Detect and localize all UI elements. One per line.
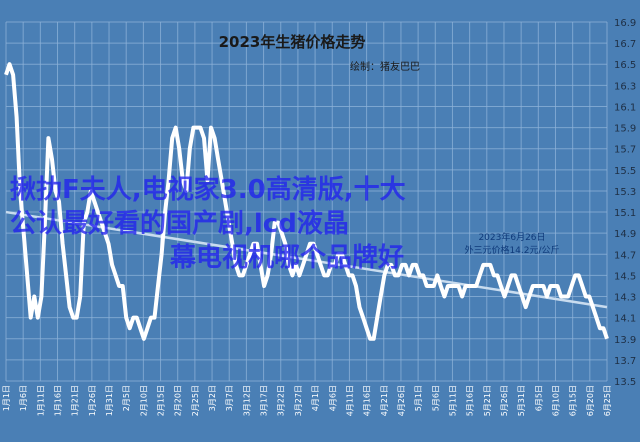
x-tick-label: 6月10日: [551, 385, 560, 416]
x-tick-label: 3月2日: [208, 385, 217, 411]
x-tick-label: 4月16日: [363, 385, 372, 416]
x-tick-label: 5月21日: [483, 385, 492, 416]
x-tick-label: 2月10日: [139, 385, 148, 416]
x-tick-label: 5月16日: [466, 385, 475, 416]
x-tick-label: 1月31日: [105, 385, 114, 416]
x-tick-label: 4月6日: [328, 385, 337, 411]
x-tick-label: 5月11日: [448, 385, 457, 416]
grid: [5, 21, 608, 382]
x-tick-label: 1月11日: [36, 385, 45, 416]
x-tick-label: 5月6日: [431, 385, 440, 411]
x-tick-label: 1月21日: [71, 385, 80, 416]
watermark-line-2: 公认最好看的国产剧,lcd液晶: [10, 208, 349, 239]
y-tick-label: 16.9: [614, 18, 636, 29]
x-tick-label: 2月20日: [174, 385, 183, 416]
x-tick-label: 6月15日: [569, 385, 578, 416]
x-tick-label: 3月7日: [225, 385, 234, 411]
x-axis: 1月1日 1月6日 1月11日 1月16日 1月21日 1月26日 1月31日 2月5日 2月1…: [2, 385, 612, 416]
x-tick-label: 3月17日: [260, 385, 269, 416]
watermark-line-3: 幕电视机哪个品牌好: [169, 242, 404, 273]
y-axis: 13.5 13.7 13.9 14.1 14.3 14.5 14.7 14.9 15.1 15.3…: [614, 18, 636, 388]
x-tick-label: 3月22日: [277, 385, 286, 416]
watermark-line-1: 揪扐F夫人,电视家3.0高清版,十大: [10, 174, 406, 205]
y-tick-label: 13.9: [614, 335, 636, 346]
x-tick-label: 4月11日: [345, 385, 354, 416]
chart-subtitle: 绘制：猪友巴巴: [350, 60, 420, 73]
x-tick-label: 2月25日: [191, 385, 200, 416]
y-tick-label: 15.7: [614, 145, 636, 156]
y-tick-label: 16.1: [614, 102, 636, 113]
x-tick-label: 1月16日: [54, 385, 63, 416]
x-tick-label: 5月1日: [414, 385, 423, 411]
y-tick-label: 13.5: [614, 377, 636, 388]
y-tick-label: 15.5: [614, 166, 636, 177]
annotation-date: 2023年6月26日: [478, 231, 545, 243]
x-tick-label: 2月15日: [157, 385, 166, 416]
x-tick-label: 1月6日: [19, 385, 28, 411]
y-tick-label: 14.5: [614, 271, 636, 282]
y-tick-label: 15.3: [614, 187, 636, 198]
y-tick-label: 15.9: [614, 124, 636, 135]
y-tick-label: 14.1: [614, 314, 636, 325]
x-tick-label: 1月26日: [88, 385, 97, 416]
chart-title: 2023年生猪价格走势: [219, 33, 366, 51]
x-tick-label: 3月12日: [242, 385, 251, 416]
x-tick-label: 6月25日: [603, 385, 612, 416]
x-tick-label: 4月26日: [397, 385, 406, 416]
x-tick-label: 2月5日: [122, 385, 131, 411]
x-tick-label: 5月26日: [500, 385, 509, 416]
y-tick-label: 14.3: [614, 293, 636, 304]
y-tick-label: 13.7: [614, 356, 636, 367]
x-tick-label: 4月21日: [380, 385, 389, 416]
series-line: [4, 62, 609, 341]
y-tick-label: 14.7: [614, 250, 636, 261]
x-tick-label: 6月20日: [586, 385, 595, 416]
x-tick-label: 4月1日: [311, 385, 320, 411]
x-tick-label: 6月5日: [534, 385, 543, 411]
x-tick-label: 3月27日: [294, 385, 303, 416]
x-tick-label: 1月1日: [2, 385, 11, 411]
y-tick-label: 16.7: [614, 39, 636, 50]
y-tick-label: 15.1: [614, 208, 636, 219]
annotation-price: 外三元价格14.2元/公斤: [464, 244, 559, 256]
x-tick-label: 5月31日: [517, 385, 526, 416]
y-tick-label: 16.3: [614, 81, 636, 92]
y-tick-label: 16.5: [614, 60, 636, 71]
y-tick-label: 14.9: [614, 229, 636, 240]
